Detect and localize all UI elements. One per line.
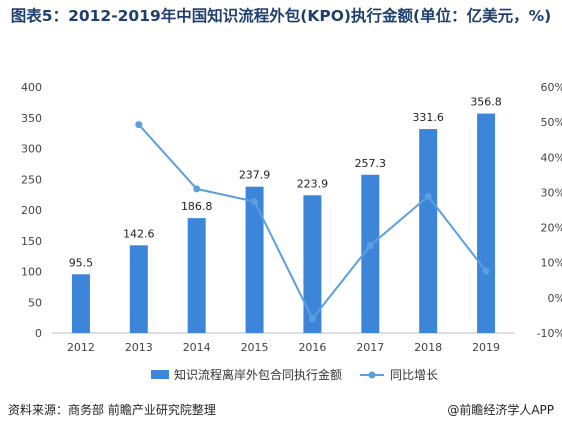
x-tick-label: 2013 [125, 341, 153, 354]
bar-value-label: 237.9 [239, 169, 271, 182]
y-right-tick-label: 30% [541, 186, 562, 199]
y-right-tick-label: 0% [548, 292, 562, 305]
y-left-tick-label: 100 [21, 266, 42, 279]
bar [71, 274, 90, 333]
x-tick-label: 2016 [298, 341, 326, 354]
bar-labels: 95.5 142.6 186.8 237.9 223.9 257.3 331.6 356.8 [69, 96, 502, 270]
legend-line-label: 同比增长 [390, 368, 438, 382]
growth-point [251, 198, 259, 206]
growth-point [135, 121, 143, 129]
growth-point [482, 267, 490, 275]
bar [303, 195, 322, 333]
x-tick-label: 2012 [67, 341, 95, 354]
y-left-tick-label: 350 [21, 112, 42, 125]
bar-value-label: 331.6 [412, 111, 444, 124]
growth-point [308, 315, 316, 323]
legend-bar-label: 知识流程离岸外包合同执行金额 [174, 367, 342, 382]
chart-title: 图表5：2012-2019年中国知识流程外包(KPO)执行金额(单位：亿美元，%… [10, 7, 552, 25]
legend-line-marker [368, 371, 376, 379]
x-tick-label: 2014 [183, 341, 211, 354]
y-left-tick-label: 50 [28, 296, 42, 309]
bar-value-label: 186.8 [181, 200, 213, 213]
y-right-tick-label: 50% [541, 116, 562, 129]
bar-value-label: 257.3 [355, 157, 387, 170]
bar [129, 245, 148, 333]
bar [187, 218, 206, 333]
y-right-tick-label: 20% [541, 222, 562, 235]
growth-point [193, 185, 201, 193]
bar [361, 174, 380, 333]
bar-value-label: 356.8 [470, 96, 502, 109]
axes: 0 50 100 150 200 250 300 350 400 -10% 0% 10% 20% 30% 4… [21, 81, 562, 354]
growth-line [135, 121, 490, 323]
y-left-tick-label: 0 [35, 327, 42, 340]
legend: 知识流程离岸外包合同执行金额 同比增长 [151, 367, 438, 382]
y-right-tick-label: 40% [541, 151, 562, 164]
bars [71, 113, 496, 334]
y-left-tick-label: 150 [21, 235, 42, 248]
growth-point [366, 241, 374, 249]
bar [419, 129, 438, 333]
y-right-tick-label: 10% [541, 257, 562, 270]
x-tick-label: 2015 [241, 341, 269, 354]
growth-point [424, 192, 432, 200]
y-right-tick-label: -10% [537, 327, 562, 340]
bar [477, 113, 496, 334]
legend-bar-swatch [151, 370, 169, 379]
y-left-tick-label: 250 [21, 173, 42, 186]
y-left-tick-label: 300 [21, 143, 42, 156]
bar-value-label: 223.9 [297, 177, 329, 190]
brand-credit: @前瞻经济学人APP [447, 403, 554, 417]
y-left-tick-label: 200 [21, 204, 42, 217]
bar-value-label: 142.6 [123, 227, 155, 240]
x-tick-label: 2017 [356, 341, 384, 354]
y-left-tick-label: 400 [21, 81, 42, 94]
source-note: 资料来源：商务部 前瞻产业研究院整理 [8, 403, 216, 417]
bar [245, 186, 264, 333]
y-right-tick-label: 60% [541, 81, 562, 94]
x-tick-label: 2019 [472, 341, 500, 354]
bar-value-label: 95.5 [69, 256, 94, 269]
x-tick-label: 2018 [414, 341, 442, 354]
